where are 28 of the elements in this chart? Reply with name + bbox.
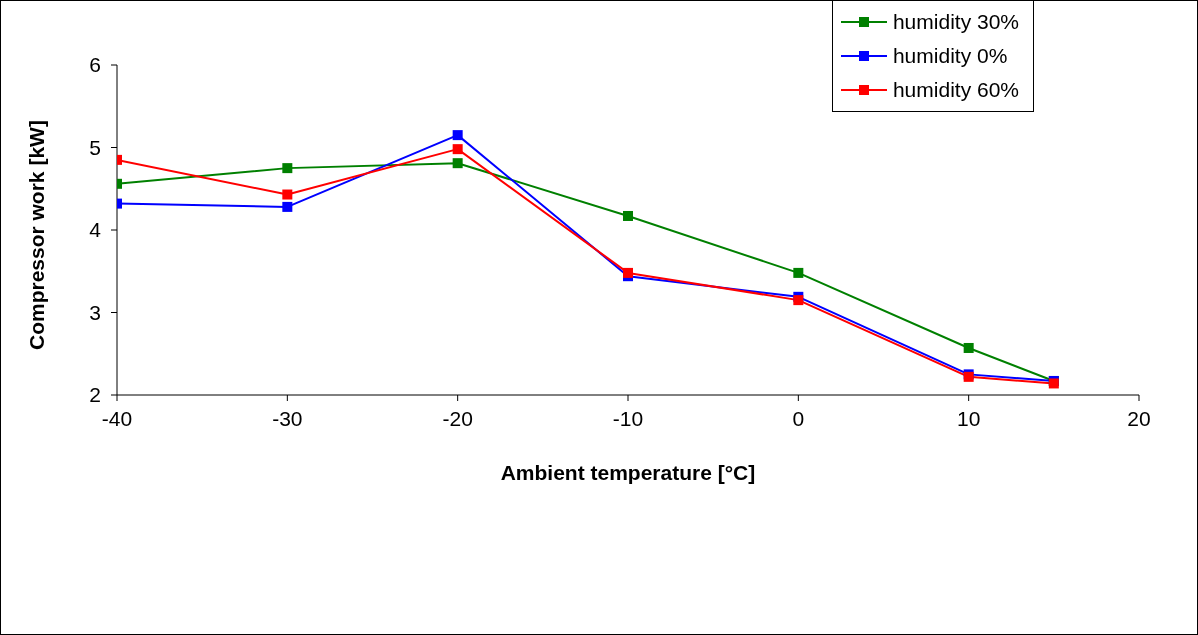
legend-label: humidity 0% (892, 44, 1008, 68)
point (452, 130, 463, 141)
point (963, 342, 974, 353)
point (623, 267, 633, 278)
y-tick-label: 6 (89, 53, 101, 77)
point (282, 163, 293, 174)
y-axis-title: Compressor work [kW] (25, 120, 49, 350)
x-tick-label: 20 (1127, 406, 1151, 430)
legend-label: humidity 30% (892, 10, 1019, 34)
point (452, 158, 463, 169)
y-tick-label: 3 (89, 300, 101, 324)
legend-label: humidity 60% (892, 78, 1019, 102)
x-tick-label: -40 (101, 406, 133, 430)
point (282, 201, 293, 212)
x-tick-label: -20 (442, 406, 473, 430)
x-tick-label: 0 (792, 406, 805, 430)
y-tick-label: 2 (89, 383, 101, 407)
x-tick-label: 10 (956, 406, 981, 430)
x-axis-title: Ambient temperature [°C] (500, 460, 756, 484)
y-tick-label: 4 (89, 218, 102, 242)
point (793, 267, 804, 278)
x-tick-label: -30 (272, 406, 303, 430)
y-tick-label: 5 (89, 135, 101, 159)
point (793, 295, 804, 306)
point (623, 210, 633, 221)
x-tick-label: -10 (612, 406, 644, 430)
point (282, 189, 293, 200)
point (452, 144, 463, 155)
